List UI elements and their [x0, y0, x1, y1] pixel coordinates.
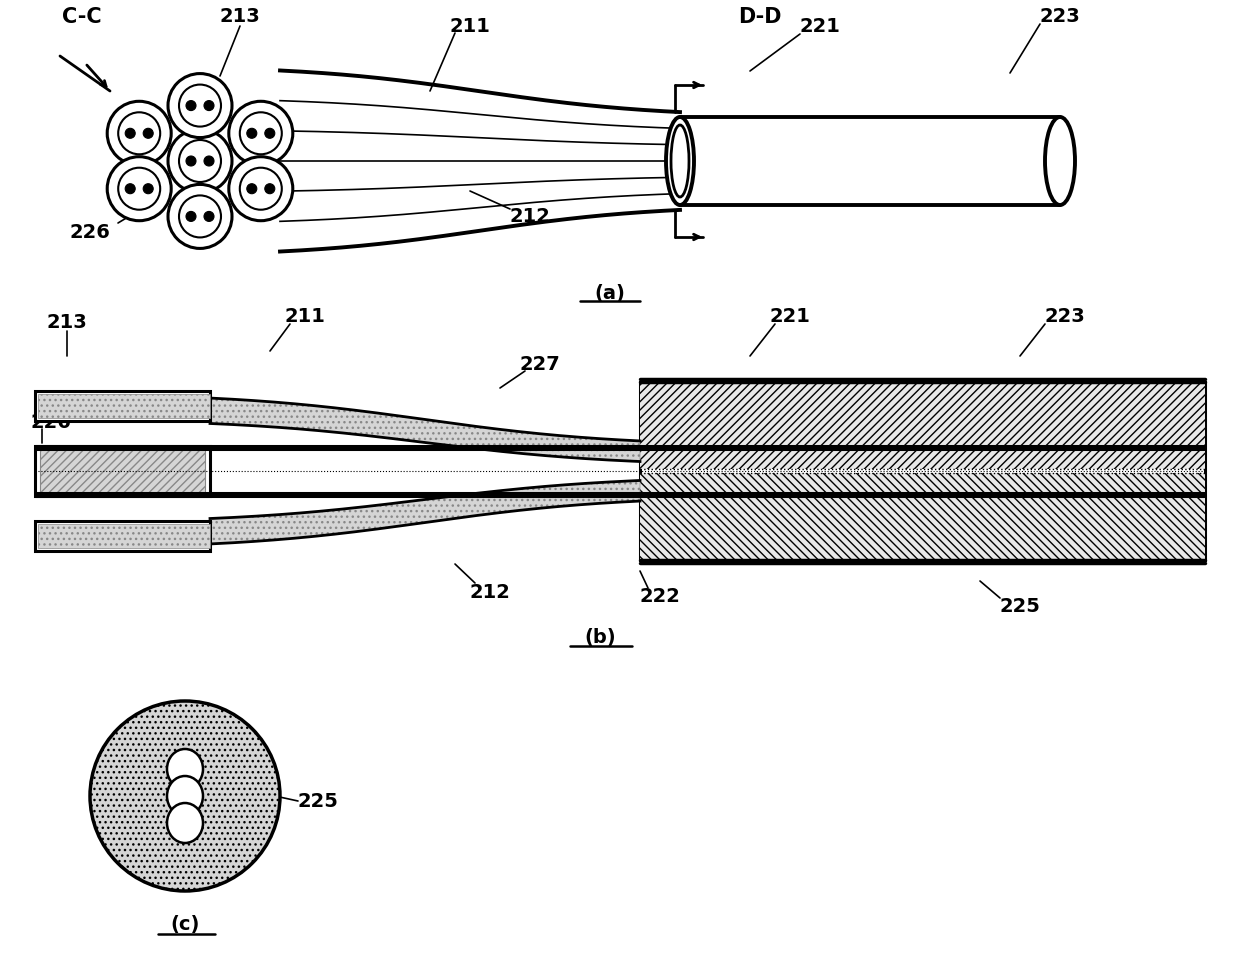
Text: 221: 221: [800, 17, 841, 37]
Text: 223: 223: [1044, 308, 1085, 326]
Text: 212: 212: [510, 208, 551, 226]
Text: 226: 226: [69, 222, 110, 241]
Text: (b): (b): [584, 627, 616, 646]
Text: 211: 211: [450, 17, 491, 37]
Circle shape: [186, 102, 196, 111]
Bar: [640, 382, 1205, 470]
Bar: [38, 525, 210, 549]
Circle shape: [239, 168, 281, 210]
Ellipse shape: [671, 126, 689, 198]
Circle shape: [265, 129, 275, 139]
Text: 211: 211: [284, 308, 325, 326]
Text: D-D: D-D: [738, 7, 781, 27]
Text: 222: 222: [640, 587, 681, 605]
Bar: [640, 474, 1205, 560]
Circle shape: [118, 168, 160, 210]
Text: 225: 225: [999, 597, 1040, 616]
Text: 213: 213: [219, 8, 260, 27]
Bar: [40, 450, 205, 494]
Ellipse shape: [167, 776, 203, 816]
Polygon shape: [210, 481, 640, 544]
Text: (c): (c): [170, 915, 200, 933]
Circle shape: [125, 185, 135, 194]
Text: C-C: C-C: [62, 7, 102, 27]
Text: 224: 224: [170, 739, 211, 757]
Circle shape: [118, 113, 160, 155]
Circle shape: [247, 129, 257, 139]
Circle shape: [167, 130, 232, 194]
Circle shape: [186, 212, 196, 222]
Ellipse shape: [167, 803, 203, 843]
Circle shape: [186, 157, 196, 167]
Circle shape: [125, 129, 135, 139]
Circle shape: [107, 102, 171, 166]
Circle shape: [143, 185, 154, 194]
Text: 221: 221: [770, 308, 811, 326]
Text: 212: 212: [470, 582, 511, 601]
Circle shape: [205, 102, 215, 111]
Bar: [210, 494, 1205, 497]
Circle shape: [91, 702, 280, 891]
Text: 226: 226: [30, 412, 71, 431]
Circle shape: [205, 212, 215, 222]
Circle shape: [265, 185, 275, 194]
Bar: [35, 391, 210, 422]
Circle shape: [205, 157, 215, 167]
Circle shape: [167, 75, 232, 138]
Circle shape: [107, 158, 171, 221]
Ellipse shape: [666, 118, 694, 206]
Text: 223: 223: [1039, 8, 1080, 27]
Bar: [38, 395, 210, 419]
Bar: [210, 447, 1205, 450]
Text: 227: 227: [520, 356, 560, 374]
Circle shape: [239, 113, 281, 155]
Circle shape: [167, 185, 232, 249]
Circle shape: [179, 86, 221, 128]
Bar: [640, 382, 1205, 560]
Circle shape: [179, 141, 221, 183]
Ellipse shape: [167, 750, 203, 789]
Circle shape: [143, 129, 154, 139]
Bar: [35, 522, 210, 552]
Text: (a): (a): [594, 284, 625, 303]
Text: 225: 225: [298, 792, 339, 811]
Circle shape: [179, 196, 221, 238]
Ellipse shape: [1045, 118, 1075, 206]
Circle shape: [229, 102, 293, 166]
Circle shape: [247, 185, 257, 194]
Polygon shape: [210, 399, 640, 462]
Text: 213: 213: [47, 312, 87, 332]
Circle shape: [229, 158, 293, 221]
Bar: [35, 447, 210, 497]
